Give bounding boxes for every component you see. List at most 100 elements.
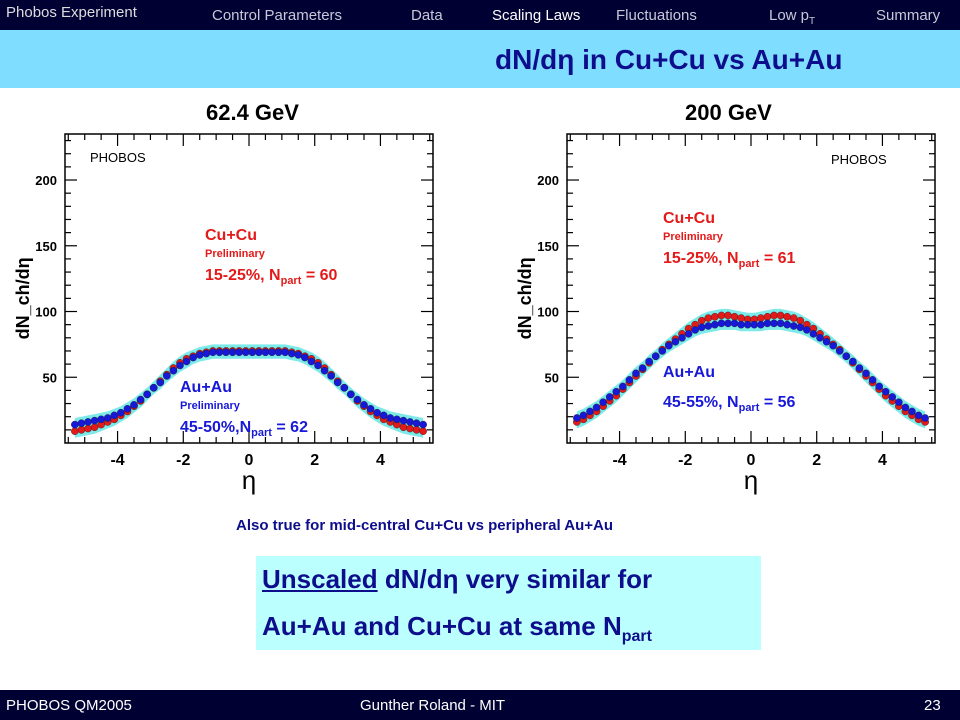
- data-point-cucu: [84, 424, 92, 433]
- conclusion-line-2-sub: part: [621, 628, 652, 646]
- data-point-auau: [222, 348, 230, 357]
- nav-summary[interactable]: Summary: [876, 7, 941, 24]
- data-point-auau: [862, 369, 870, 378]
- data-point-auau: [123, 405, 132, 413]
- x-tick-label: 2: [310, 452, 319, 469]
- nav-data[interactable]: Data: [411, 7, 443, 24]
- data-point-auau: [340, 383, 349, 392]
- data-point-auau: [215, 348, 224, 357]
- data-point-auau: [605, 393, 614, 401]
- phobos-watermark: PHOBOS: [831, 152, 887, 167]
- data-point-auau: [412, 419, 421, 428]
- y-tick-label: 100: [537, 305, 559, 320]
- x-tick-label: 4: [878, 452, 887, 469]
- data-point-auau: [783, 320, 791, 329]
- data-point-cucu: [704, 314, 713, 322]
- data-point-cucu: [71, 427, 79, 435]
- data-point-cucu: [796, 316, 805, 325]
- data-point-auau: [875, 382, 883, 391]
- data-point-auau: [314, 361, 322, 370]
- data-point-auau: [914, 411, 923, 420]
- data-point-cucu: [757, 314, 765, 322]
- y-tick-label: 50: [43, 370, 57, 385]
- footer-conference: PHOBOS QM2005: [6, 697, 132, 714]
- data-point-auau: [651, 352, 660, 361]
- data-point-auau: [176, 361, 184, 370]
- data-point-auau: [360, 401, 368, 409]
- data-point-auau: [638, 364, 647, 372]
- conclusion-line-1: Unscaled dN/dη very similar for: [262, 564, 652, 595]
- auau-preliminary: Preliminary: [180, 400, 241, 412]
- x-tick-label: -2: [678, 452, 692, 469]
- data-point-auau: [849, 357, 857, 366]
- data-point-auau: [353, 395, 362, 404]
- data-point-auau: [625, 376, 634, 384]
- data-point-auau: [750, 320, 759, 329]
- data-point-auau: [255, 348, 263, 357]
- footer-bar: PHOBOS QM2005 Gunther Roland - MIT 23: [0, 690, 960, 720]
- auau-centrality: 45-55%, Npart = 56: [663, 394, 796, 414]
- footer-page-number: 23: [924, 697, 941, 714]
- nav-brand[interactable]: Phobos Experiment: [6, 4, 137, 21]
- data-point-auau: [835, 347, 844, 355]
- data-point-auau: [419, 420, 427, 429]
- data-point-auau: [796, 323, 805, 332]
- data-point-cucu: [737, 314, 745, 322]
- data-point-auau: [599, 398, 607, 407]
- data-point-cucu: [90, 423, 99, 432]
- data-point-auau: [671, 337, 680, 346]
- cucu-centrality: 15-25%, Npart = 60: [205, 267, 338, 287]
- data-point-auau: [717, 319, 726, 328]
- data-point-auau: [868, 376, 877, 384]
- panel-title-62gev: 62.4 GeV: [206, 100, 299, 125]
- data-point-auau: [881, 387, 890, 396]
- data-point-auau: [130, 401, 138, 409]
- data-point-auau: [724, 319, 732, 328]
- conclusion-line-2: Au+Au and Cu+Cu at same Npart: [262, 611, 652, 646]
- nav-low-pt-subscript: T: [809, 16, 816, 27]
- data-point-auau: [248, 348, 257, 357]
- x-tick-label: 0: [747, 452, 756, 469]
- nav-low-pt-label: Low p: [769, 7, 810, 24]
- data-point-cucu: [783, 312, 791, 321]
- data-point-auau: [209, 348, 217, 357]
- data-point-auau: [143, 390, 151, 399]
- data-point-auau: [103, 414, 112, 422]
- plot-frame-200gev: [566, 133, 936, 444]
- data-point-auau: [97, 415, 105, 424]
- data-point-auau: [281, 348, 289, 357]
- data-point-cucu: [717, 311, 726, 320]
- data-point-auau: [182, 357, 191, 366]
- footer-author: Gunther Roland - MIT: [360, 697, 506, 714]
- data-point-cucu: [412, 426, 421, 434]
- data-point-auau: [711, 320, 719, 329]
- data-point-cucu: [406, 424, 414, 433]
- x-tick-label: 0: [245, 452, 254, 469]
- data-point-auau: [110, 411, 119, 420]
- nav-scaling-laws[interactable]: Scaling Laws: [492, 7, 581, 24]
- nav-control-parameters[interactable]: Control Parameters: [212, 7, 343, 24]
- unscaled-word: Unscaled: [262, 564, 378, 594]
- data-point-auau: [612, 387, 621, 396]
- y-tick-label: 150: [537, 239, 559, 254]
- data-point-auau: [822, 337, 831, 346]
- y-axis-label: dN_ch/dη: [515, 257, 535, 339]
- data-point-auau: [684, 330, 693, 338]
- data-point-cucu: [77, 426, 86, 434]
- data-point-auau: [665, 341, 673, 350]
- data-point-auau: [202, 349, 211, 358]
- nav-fluctuations[interactable]: Fluctuations: [616, 7, 697, 24]
- data-point-auau: [149, 383, 158, 392]
- y-tick-label: 50: [545, 370, 559, 385]
- auau-centrality: 45-50%,Npart = 62: [180, 419, 308, 439]
- conclusion-line-1-rest: dN/dη very similar for: [377, 564, 653, 594]
- data-point-auau: [579, 411, 588, 420]
- data-point-auau: [241, 348, 250, 357]
- nav-low-pt[interactable]: Low pT: [769, 7, 815, 27]
- data-point-cucu: [697, 316, 706, 325]
- data-point-auau: [691, 326, 699, 334]
- x-axis-label: η: [242, 465, 256, 495]
- data-point-auau: [770, 319, 778, 328]
- data-point-auau: [287, 349, 296, 358]
